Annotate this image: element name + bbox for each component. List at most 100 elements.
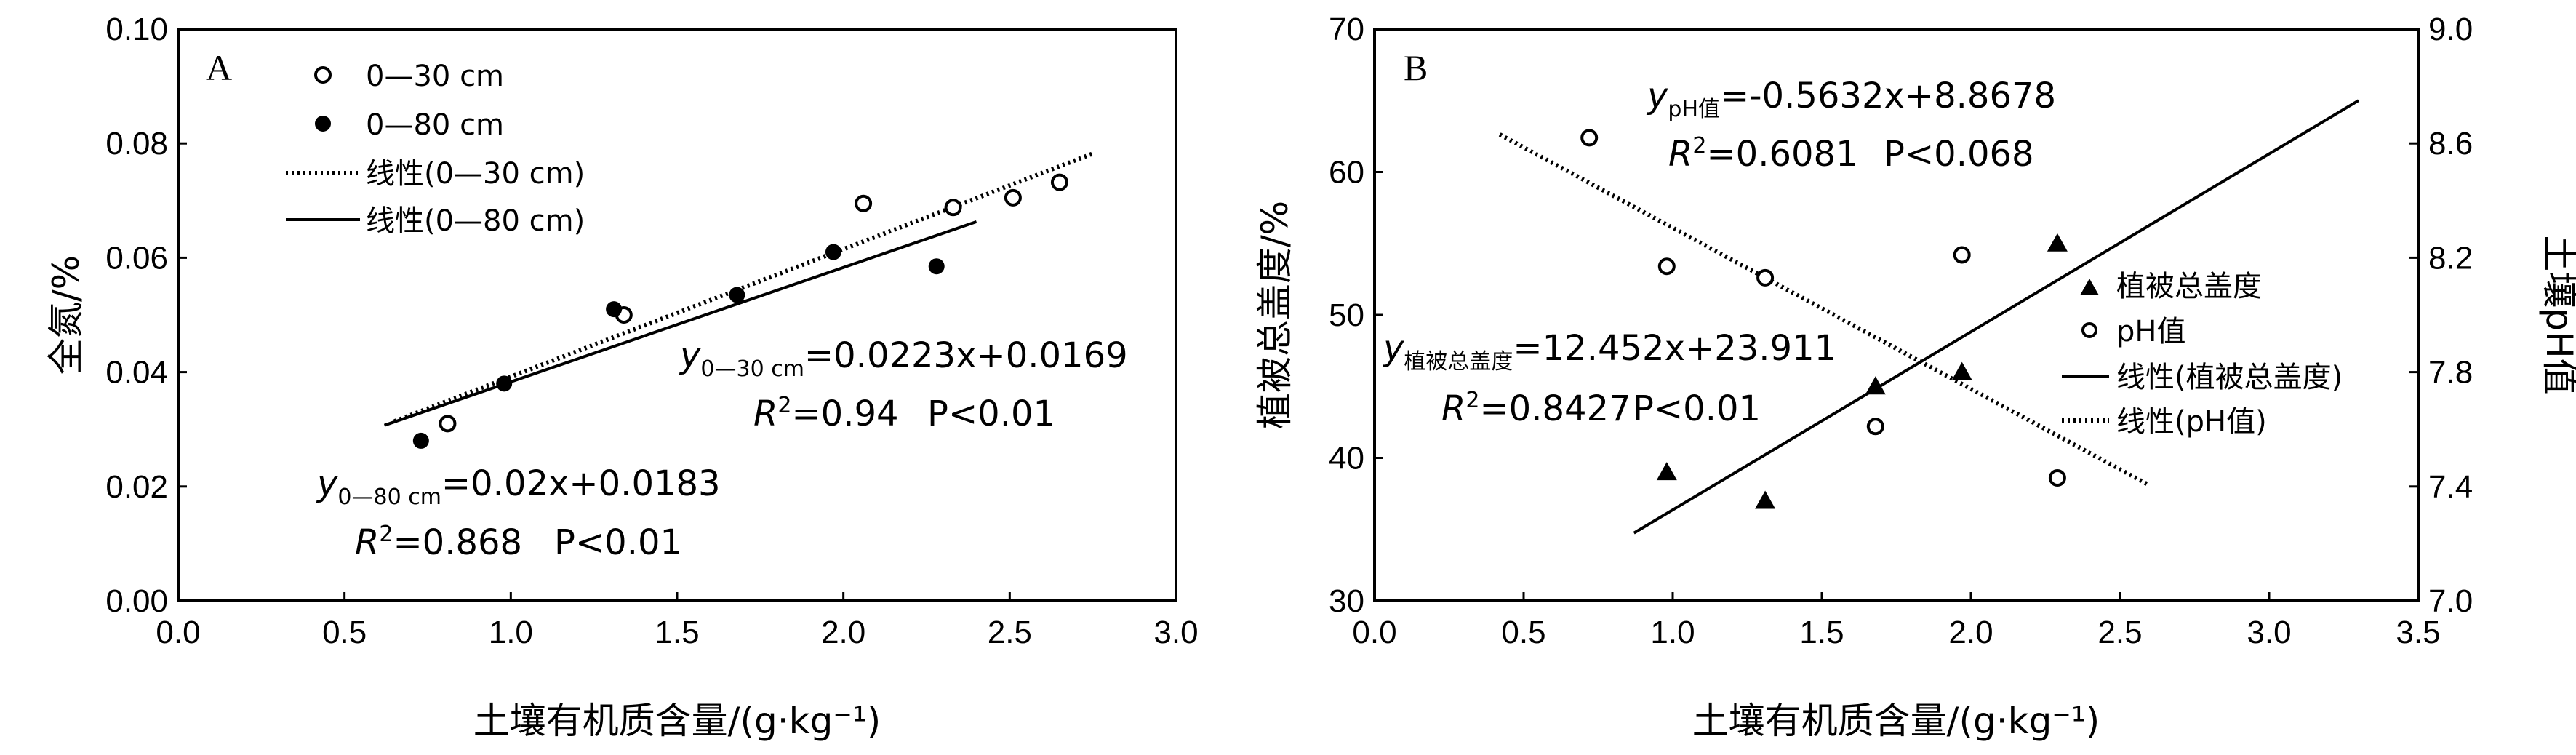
legend-open-circle-marker <box>314 66 332 84</box>
y-tick-label: 70 <box>1329 12 1364 47</box>
equation-text: ypH值=-0.5632x+8.8678 <box>1646 76 2056 122</box>
fit-line-solid <box>1633 99 2360 535</box>
panel-b-x-axis-label: 土壤有机质含量/(g·kg⁻¹) <box>1692 700 2100 742</box>
panel-b-right-y-axis: 7.0 7.4 7.8 8.2 8.6 9.0 <box>2409 12 2473 619</box>
panel-b-left-y-axis-label: 植被总盖度/% <box>1254 201 1296 429</box>
y-right-tick-label: 8.6 <box>2428 126 2473 161</box>
r2-text: R2=0.6081 <box>1668 133 1858 175</box>
panel-a-equation-0-30cm: y0—30 cm=0.0223x+0.0169 R2=0.94 P<0.01 <box>679 335 1128 434</box>
panel-b-equation-coverage: y植被总盖度=12.452x+23.911 R2=0.8427 P<0.01 <box>1382 328 1836 429</box>
equation-text: y0—80 cm=0.02x+0.0183 <box>316 463 721 510</box>
x-tick-label: 3.5 <box>2396 615 2440 650</box>
legend-label-fit-0-30cm: 线性(0—30 cm) <box>366 157 585 191</box>
y-tick-label: 30 <box>1329 583 1364 619</box>
equation-text: y0—30 cm=0.0223x+0.0169 <box>679 335 1128 382</box>
panel-a-points <box>412 173 1068 449</box>
panel-b-points <box>1580 129 2068 509</box>
data-point-open-circle <box>855 194 873 212</box>
y-tick-label: 50 <box>1329 297 1364 333</box>
equation-body: =0.0223x+0.0169 <box>804 335 1128 376</box>
data-point-open-circle <box>1004 188 1022 207</box>
panel-b-x-axis: 0.0 0.5 1.0 1.5 2.0 2.5 3.0 3.5 <box>1352 592 2441 650</box>
x-tick-label: 2.5 <box>988 615 1032 650</box>
data-point-filled-triangle <box>1656 462 1677 481</box>
r2-text: R2=0.8427 <box>1441 388 1631 429</box>
p-text: P<0.01 <box>554 522 682 563</box>
y-tick-label: 0.02 <box>105 469 168 505</box>
legend-label-fit-coverage: 线性(植被总盖度) <box>2116 361 2343 394</box>
r2-text: R2=0.94 <box>753 393 899 434</box>
data-point-filled-circle <box>825 244 841 260</box>
x-tick-label: 1.0 <box>1650 615 1695 650</box>
y-tick-label: 0.06 <box>105 240 168 276</box>
data-point-open-circle <box>1756 268 1775 287</box>
x-tick-label: 0.5 <box>322 615 367 650</box>
data-point-filled-triangle <box>2047 233 2068 252</box>
fit-line-dotted <box>393 151 1094 424</box>
y-tick-label: 60 <box>1329 155 1364 191</box>
y-right-tick-label: 9.0 <box>2428 12 2473 47</box>
data-point-filled-circle <box>729 287 745 303</box>
x-tick-label: 3.0 <box>1153 615 1198 650</box>
data-point-open-circle <box>2048 469 2066 487</box>
panel-a-y-axis-label: 全氮/% <box>45 255 87 375</box>
legend-filled-circle-marker <box>315 116 331 132</box>
equation-body: =12.452x+23.911 <box>1513 328 1836 369</box>
x-tick-label: 2.0 <box>1948 615 1993 650</box>
equation-body: =0.02x+0.0183 <box>441 463 721 504</box>
legend-label-0-30cm: 0—30 cm <box>366 60 504 93</box>
panel-b-fit-lines <box>1498 99 2360 535</box>
legend-label-fit-ph: 线性(pH值) <box>2116 405 2267 439</box>
r2-text: R2=0.868 <box>355 522 522 563</box>
data-point-open-circle <box>1866 418 1884 436</box>
data-point-filled-triangle <box>1865 376 1886 395</box>
x-tick-label: 2.5 <box>2097 615 2142 650</box>
panel-a-plot-frame <box>177 28 1177 602</box>
x-tick-label: 1.5 <box>1799 615 1844 650</box>
p-text: P<0.068 <box>1884 134 2034 175</box>
panel-b-legend: 植被总盖度 pH值 线性(植被总盖度) 线性(pH值) <box>2062 270 2343 439</box>
y-right-tick-label: 7.8 <box>2428 355 2473 391</box>
equation-subscript: 0—30 cm <box>700 356 804 382</box>
x-tick-label: 0.0 <box>1352 615 1396 650</box>
panel-a-legend: 0—30 cm 0—80 cm 线性(0—30 cm) 线性(0—80 cm) <box>286 60 585 238</box>
equation-subscript: 植被总盖度 <box>1404 349 1513 375</box>
x-tick-label: 1.5 <box>655 615 699 650</box>
fit-line-dotted <box>1498 132 2151 488</box>
equation-subscript: 0—80 cm <box>337 484 441 510</box>
y-tick-label: 0.10 <box>105 12 168 47</box>
y-tick-label: 0.00 <box>105 583 168 619</box>
data-point-open-circle <box>1050 173 1068 191</box>
legend-label-fit-0-80cm: 线性(0—80 cm) <box>366 204 585 238</box>
y-right-tick-label: 7.0 <box>2428 583 2473 619</box>
panel-a-x-axis-label: 土壤有机质含量/(g·kg⁻¹) <box>473 700 881 742</box>
legend-label-0-80cm: 0—80 cm <box>366 108 504 142</box>
x-tick-label: 2.0 <box>821 615 865 650</box>
data-point-filled-circle <box>496 375 513 392</box>
data-point-open-circle <box>439 415 457 433</box>
p-text: P<0.01 <box>1633 388 1761 429</box>
panel-a: 0.0 0.5 1.0 1.5 2.0 2.5 3.0 0.000.020.040.060.… <box>45 12 1199 742</box>
fit-line-solid <box>383 220 977 427</box>
equation-text: y植被总盖度=12.452x+23.911 <box>1382 328 1836 375</box>
panel-a-fit-lines <box>383 151 1094 427</box>
data-point-filled-triangle <box>1951 361 1972 380</box>
data-point-open-circle <box>1580 129 1599 147</box>
legend-label-ph: pH值 <box>2116 315 2185 348</box>
y-right-tick-label: 8.2 <box>2428 240 2473 276</box>
legend-label-coverage: 植被总盖度 <box>2116 270 2262 303</box>
x-tick-label: 1.0 <box>489 615 533 650</box>
panel-b-equation-ph: ypH值=-0.5632x+8.8678 R2=0.6081 P<0.068 <box>1646 76 2056 175</box>
data-point-filled-circle <box>412 432 429 449</box>
equation-body: =-0.5632x+8.8678 <box>1720 76 2056 116</box>
panel-b-right-y-axis-label: 土壤pH值 <box>2538 235 2576 394</box>
panel-b-left-y-axis: 30 40 50 60 70 <box>1329 12 1383 619</box>
data-point-open-circle <box>1953 246 1971 264</box>
legend-open-circle-marker <box>2081 322 2097 338</box>
panel-a-y-axis: 0.00 0.02 0.04 0.06 0.08 0.10 <box>105 12 187 619</box>
y-tick-label: 40 <box>1329 441 1364 476</box>
x-tick-label: 3.0 <box>2247 615 2291 650</box>
legend-filled-triangle-marker <box>2080 279 2099 295</box>
y-tick-label: 0.08 <box>105 126 168 161</box>
